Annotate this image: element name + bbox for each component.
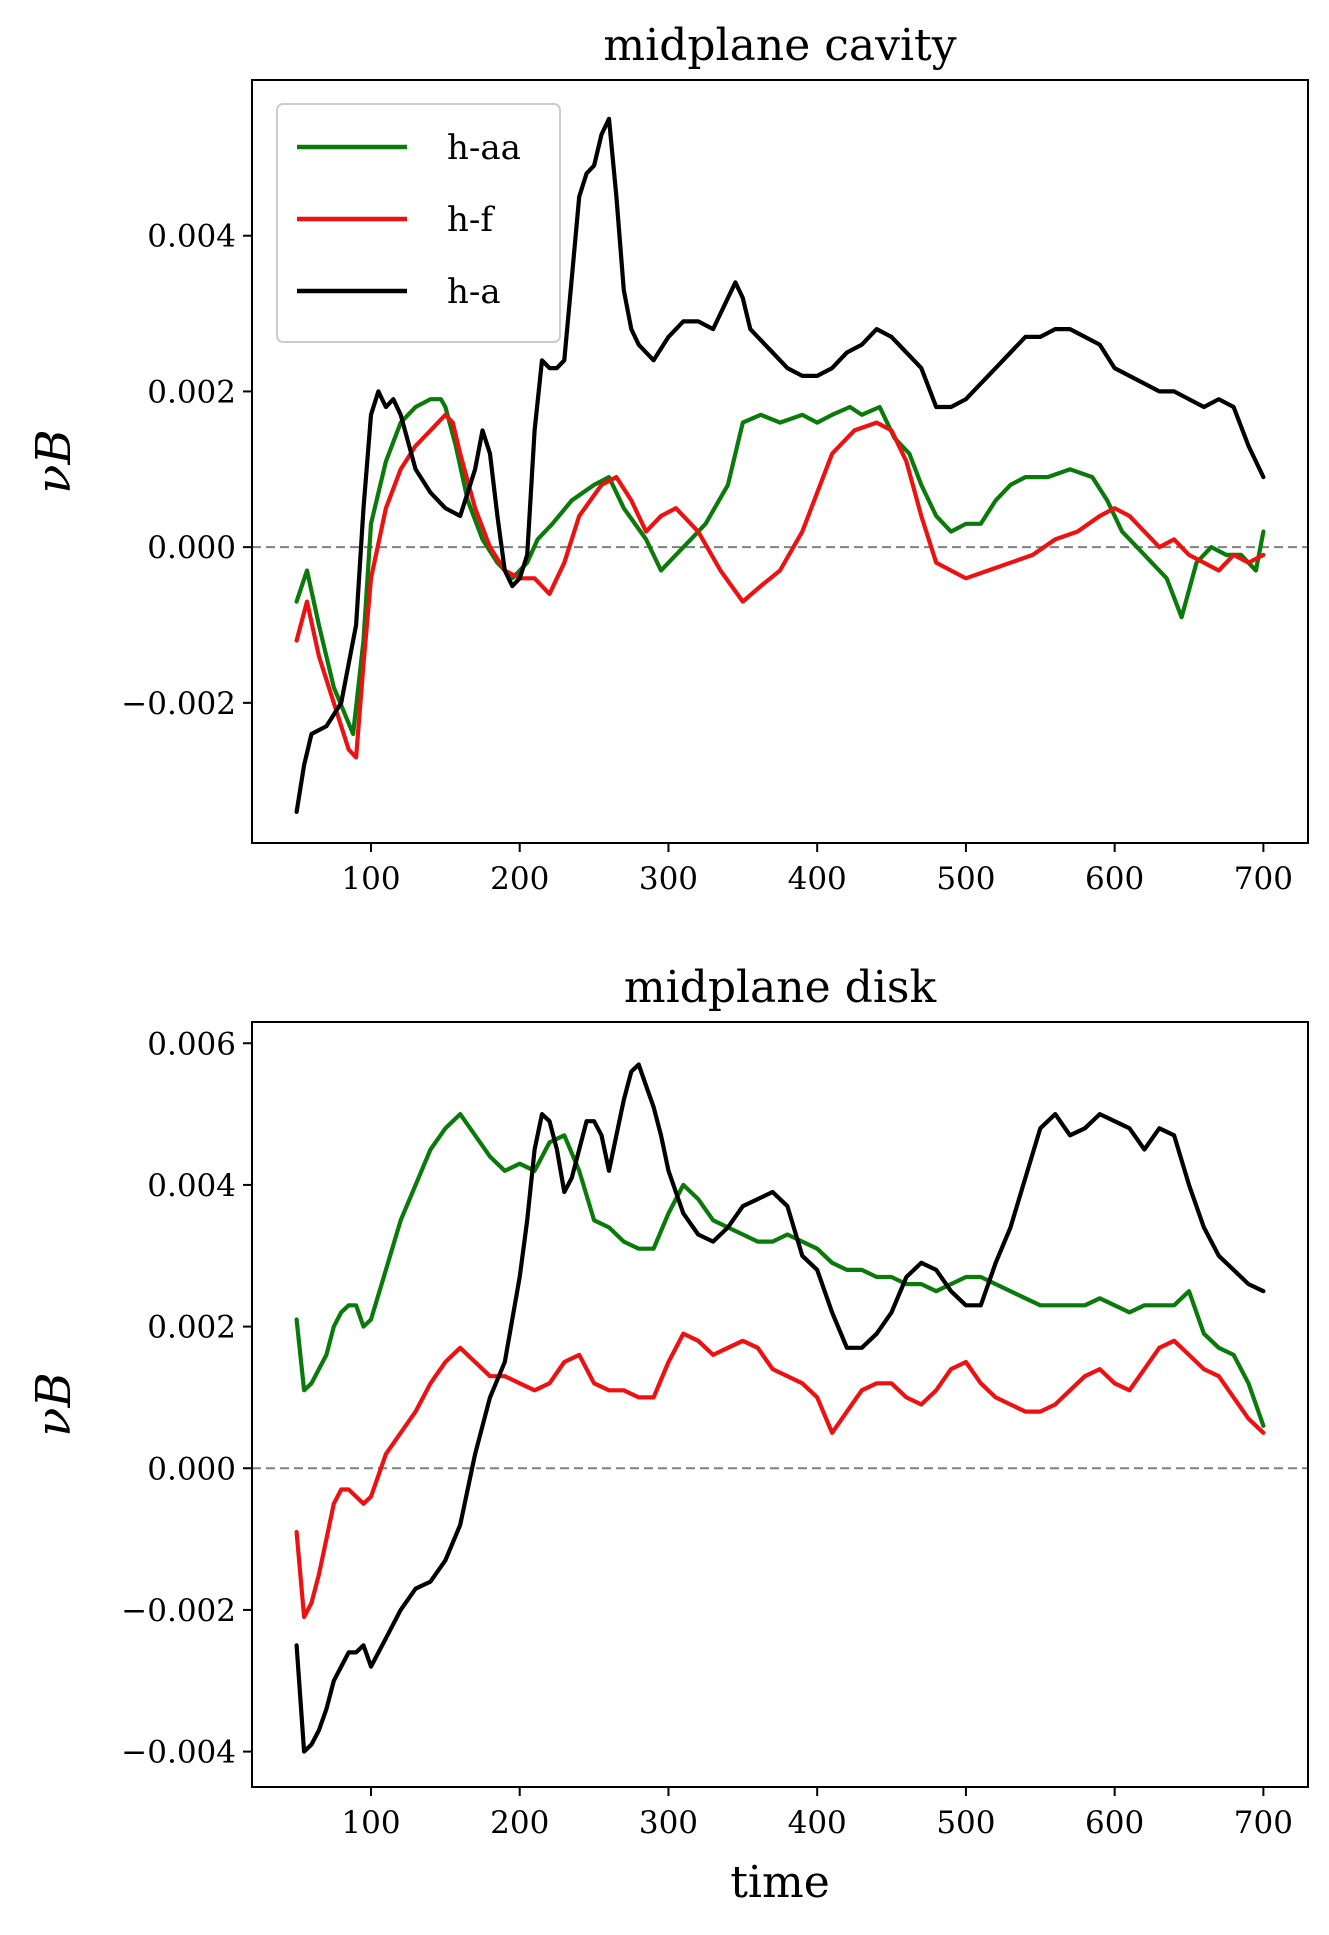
x-tick-label: 500 — [936, 1805, 995, 1841]
x-tick-label: 400 — [788, 1805, 847, 1841]
panel-midplane-disk: midplane disk 100 200 300 400 500 600 700 −0.004… — [26, 962, 1309, 1908]
y-tick-label: 0.004 — [147, 219, 236, 255]
y-tick-label: 0.002 — [147, 374, 236, 410]
y-tick-label: 0.004 — [147, 1168, 236, 1204]
x-tick-label: 600 — [1085, 861, 1144, 897]
plot-frame — [251, 1021, 1309, 1788]
series-line-h-aa — [294, 1111, 1266, 1428]
y-tick-label: −0.002 — [121, 686, 236, 722]
x-tick-label: 300 — [639, 861, 698, 897]
y-tick-label: 0.006 — [147, 1026, 236, 1062]
plot-frame — [251, 79, 1309, 844]
panel-midplane-cavity: midplane cavity 100 200 300 400 500 600 700 −0.0… — [26, 20, 1309, 897]
legend: h-aa h-f h-a — [276, 103, 561, 343]
x-tick-label: 200 — [490, 1805, 549, 1841]
legend-box — [276, 103, 561, 343]
x-tick-label: 400 — [788, 861, 847, 897]
series-line-h-f — [294, 1331, 1266, 1620]
x-tick-label: 100 — [341, 861, 400, 897]
chart-title: midplane disk — [624, 962, 937, 1013]
x-tick-label: 700 — [1234, 861, 1293, 897]
legend-label-h-f: h-f — [447, 200, 495, 240]
x-tick-label: 100 — [341, 1805, 400, 1841]
y-tick-label: −0.002 — [121, 1593, 236, 1629]
y-tick-label: 0.000 — [147, 530, 236, 566]
y-tick-label: −0.004 — [121, 1735, 236, 1771]
y-tick-label: 0.000 — [147, 1451, 236, 1487]
x-axis-label: time — [730, 1857, 830, 1908]
x-tick-label: 200 — [490, 861, 549, 897]
x-tick-label: 300 — [639, 1805, 698, 1841]
x-tick-label: 700 — [1234, 1805, 1293, 1841]
legend-label-h-aa: h-aa — [447, 128, 521, 168]
y-tick-label: 0.002 — [147, 1310, 236, 1346]
chart-title: midplane cavity — [603, 20, 956, 71]
series-line-h-f — [294, 412, 1266, 760]
series-line-h-a — [294, 1062, 1266, 1754]
legend-label-h-a: h-a — [447, 272, 501, 312]
x-tick-label: 500 — [936, 861, 995, 897]
y-axis-label: νB — [26, 429, 82, 493]
x-tick-label: 600 — [1085, 1805, 1144, 1841]
y-axis-label: νB — [26, 1372, 82, 1436]
series-line-h-a — [294, 116, 1266, 815]
